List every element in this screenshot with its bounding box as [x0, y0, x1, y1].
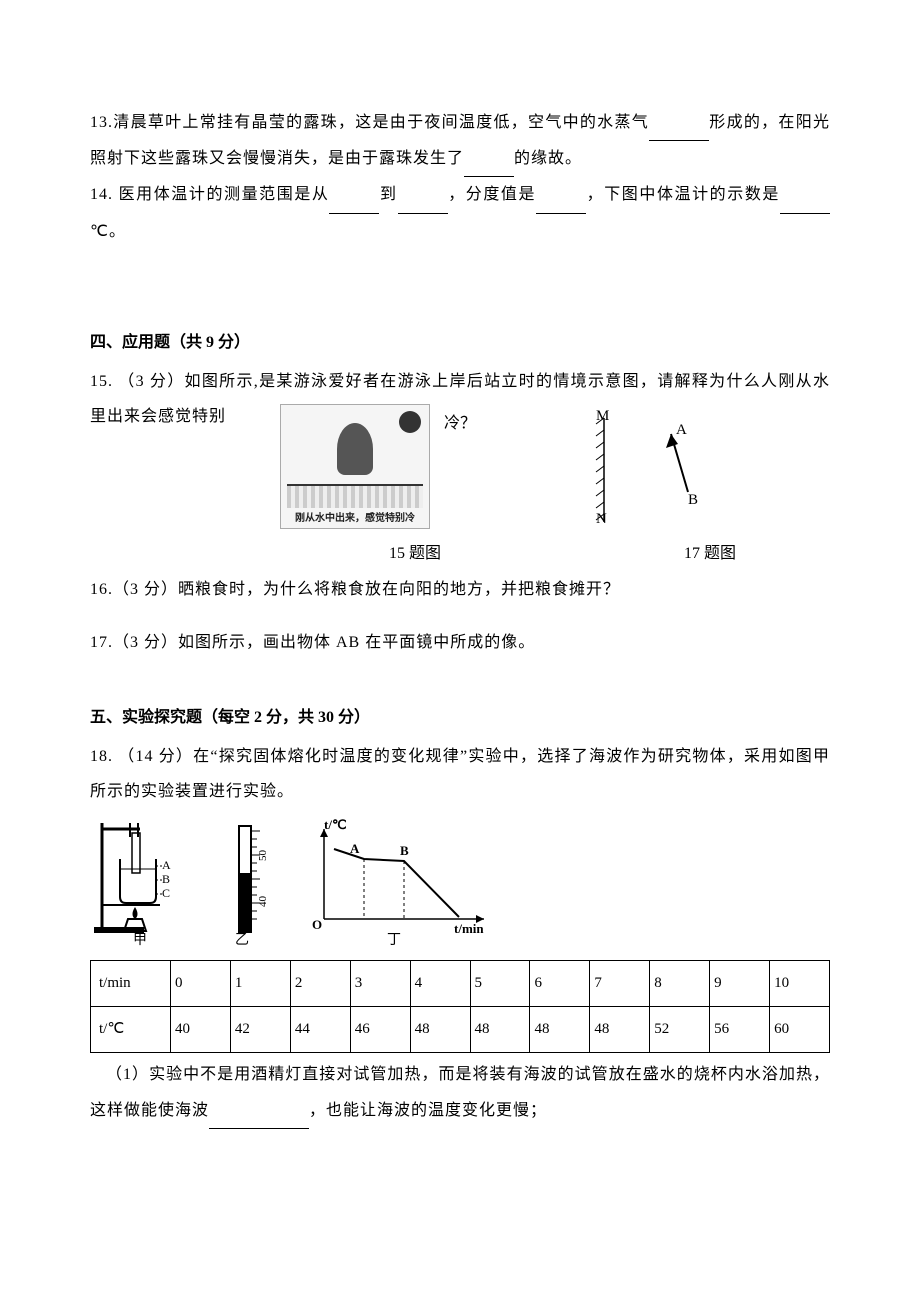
svg-text:A: A [162, 858, 171, 872]
svg-text:B: B [400, 843, 409, 858]
figure-captions-row: 15 题图 17 题图 [90, 536, 830, 571]
person-icon [337, 423, 373, 475]
q18-figures-row: A B C 甲 [90, 819, 830, 954]
caption-17: 17 题图 [640, 536, 780, 571]
cap-jia: 甲 [90, 926, 190, 957]
figure-swimmer: 刚从水中出来，感觉特别冷 [280, 404, 430, 529]
q14-text-b: 到 [379, 186, 397, 203]
q14-text-e: ℃。 [90, 223, 126, 240]
q14-text-d: ，下图中体温计的示数是 [586, 186, 780, 203]
figure-graph: A B O t/℃ t/min 丁 [294, 819, 494, 954]
q13-text-a: 13.清晨草叶上常挂有晶莹的露珠，这是由于夜间温度低，空气中的水蒸气 [90, 114, 649, 131]
q18-data-table: t/min 0 1 2 3 4 5 6 7 8 9 10 t/℃ 40 42 4… [90, 960, 830, 1053]
figure-thermometer: 50 40 乙 [202, 819, 282, 954]
question-14: 14. 医用体温计的测量范围是从 到 ，分度值是 ，下图中体温计的示数是 ℃。 [90, 177, 830, 248]
figure-apparatus: A B C 甲 [90, 819, 190, 954]
water-icon [287, 484, 423, 508]
svg-text:B: B [162, 872, 170, 886]
svg-text:40: 40 [257, 896, 269, 908]
section-4-title: 四、应用题（共 9 分） [90, 325, 830, 360]
question-18-intro: 18. （14 分）在“探究固体熔化时温度的变化规律”实验中，选择了海波作为研究… [90, 739, 830, 809]
swim-caption: 刚从水中出来，感觉特别冷 [281, 511, 429, 526]
q18-sub1-b: ，也能让海波的温度变化更慢； [309, 1102, 547, 1119]
blank [209, 1093, 309, 1129]
section-5-title: 五、实验探究题（每空 2 分，共 30 分） [90, 700, 830, 735]
svg-text:C: C [162, 886, 170, 900]
q14-text-c: ，分度值是 [448, 186, 536, 203]
question-13: 13.清晨草叶上常挂有晶莹的露珠，这是由于夜间温度低，空气中的水蒸气 形成的，在… [90, 105, 830, 177]
question-17: 17.（3 分）如图所示，画出物体 AB 在平面镜中所成的像。 [90, 625, 830, 660]
blank [780, 177, 830, 213]
q18-sub1: （1）实验中不是用酒精灯直接对试管加热，而是将装有海波的试管放在盛水的烧杯内水浴… [90, 1057, 830, 1128]
blank [329, 177, 379, 213]
q13-text-c: 的缘故。 [514, 150, 582, 167]
table-row: t/min 0 1 2 3 4 5 6 7 8 9 10 [91, 961, 830, 1007]
blank [649, 105, 709, 141]
cap-yi: 乙 [202, 926, 282, 957]
mirror-svg [576, 414, 716, 534]
cap-ding: 丁 [294, 926, 494, 957]
blank [398, 177, 448, 213]
question-16: 16.（3 分）晒粮食时，为什么将粮食放在向阳的地方，并把粮食摊开？ [90, 572, 830, 607]
svg-text:50: 50 [257, 850, 269, 862]
svg-text:t/℃: t/℃ [324, 819, 347, 832]
row-label: t/min [91, 961, 171, 1007]
blank [464, 141, 514, 177]
q15-text-b: 冷？ [430, 404, 476, 441]
caption-15: 15 题图 [340, 536, 490, 571]
svg-text:A: A [350, 841, 360, 856]
q14-text-a: 14. 医用体温计的测量范围是从 [90, 186, 329, 203]
table-row: t/℃ 40 42 44 46 48 48 48 48 52 56 60 [91, 1007, 830, 1053]
figure-mirror: M N A B [576, 404, 716, 534]
blank [536, 177, 586, 213]
row-label: t/℃ [91, 1007, 171, 1053]
sun-icon [399, 411, 421, 433]
